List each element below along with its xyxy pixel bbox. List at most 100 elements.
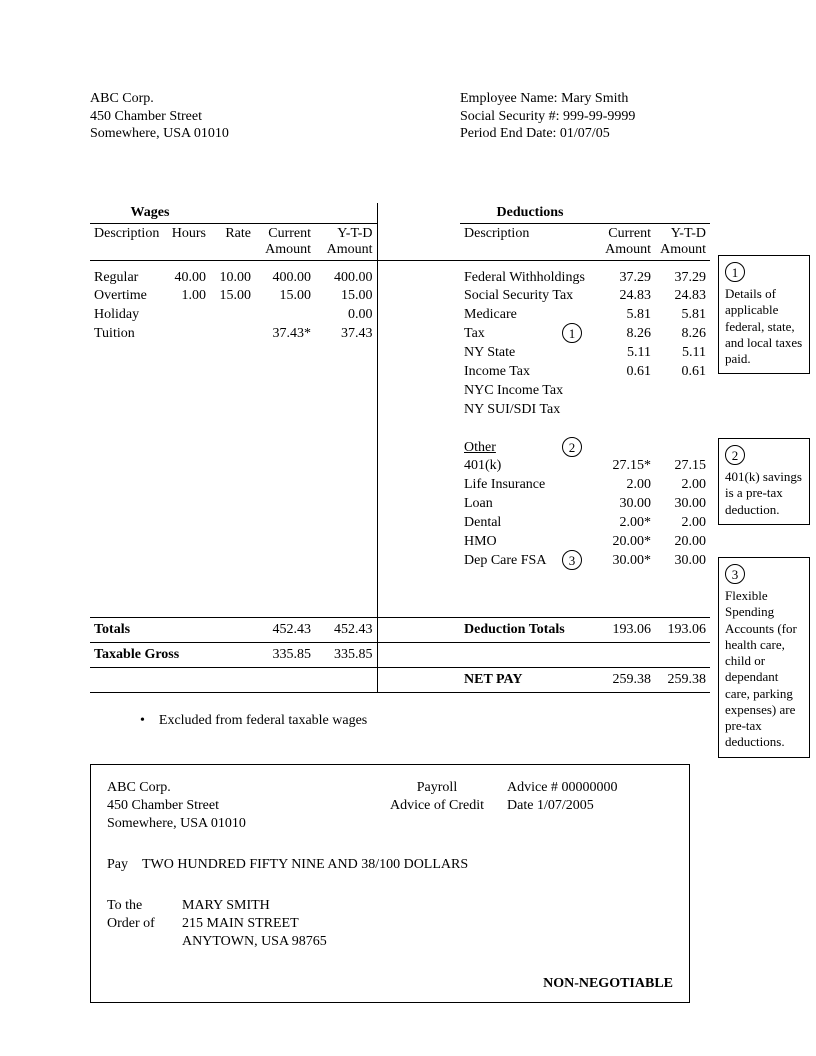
check-payee-city: ANYTOWN, USA 98765: [182, 933, 327, 951]
check-payee-block: To the Order of MARY SMITH 215 MAIN STRE…: [107, 897, 673, 952]
deductions-heading: Deductions: [460, 203, 600, 224]
other-heading: Other: [464, 440, 496, 455]
wages-heading: Wages: [90, 203, 210, 224]
check-company-name: ABC Corp.: [107, 779, 367, 797]
wage-overtime-rate: 15.00: [214, 287, 251, 306]
check-company-street: 450 Chamber Street: [107, 797, 367, 815]
paystub-table: Wages Deductions Description Hours Rate …: [90, 203, 710, 693]
employee-ssn-line: Social Security #: 999-99-9999: [460, 108, 670, 126]
ded-loan-ytd: 30.00: [659, 495, 706, 514]
ded-medicare-cur: 5.81: [604, 306, 651, 325]
col-description-wages: Description: [90, 223, 165, 260]
check-advice-line: Advice # 00000000: [507, 779, 673, 797]
wage-overtime-hours: 1.00: [169, 287, 206, 306]
col-ytd-wages: Y-T-D Amount: [315, 223, 377, 260]
company-city: Somewhere, USA 01010: [90, 125, 460, 143]
ded-fsa-cur: 30.00*: [604, 552, 651, 571]
callout-3-icon: 3: [562, 550, 582, 570]
wage-overtime-cur: 15.00: [259, 287, 311, 306]
check-payee-street: 215 MAIN STREET: [182, 915, 327, 933]
ded-life-ytd: 2.00: [659, 476, 706, 495]
ded-nys-l2: Income Tax: [464, 363, 596, 382]
taxable-gross-label: Taxable Gross: [90, 642, 255, 667]
ded-ss-ytd: 24.83: [659, 287, 706, 306]
net-pay-ytd: 259.38: [655, 667, 710, 692]
ded-medicare-ytd: 5.81: [659, 306, 706, 325]
col-current-ded: Current Amount: [600, 223, 655, 260]
wage-tuition-cur: 37.43*: [259, 325, 311, 344]
callout-2-icon: 2: [562, 437, 582, 457]
totals-ded-cur: 193.06: [600, 617, 655, 642]
ded-fed-cur: 37.29: [604, 269, 651, 288]
check-title: Payroll: [367, 779, 507, 797]
taxable-ytd: 335.85: [315, 642, 377, 667]
ded-loan-cur: 30.00: [604, 495, 651, 514]
wage-regular-ytd: 400.00: [319, 269, 373, 288]
callout-1-icon: 1: [562, 323, 582, 343]
totals-label: Totals: [90, 617, 255, 642]
ded-hmo-label: HMO: [464, 533, 596, 552]
header-block: ABC Corp. 450 Chamber Street Somewhere, …: [90, 90, 670, 143]
wage-regular-label: Regular: [94, 269, 161, 288]
check-date-line: Date 1/07/2005: [507, 797, 673, 815]
ded-medicare-l2: Tax: [464, 326, 485, 341]
ded-sui-cur: 0.61: [604, 363, 651, 382]
wage-holiday-label: Holiday: [94, 306, 161, 325]
check-company-city: Somewhere, USA 01010: [107, 815, 367, 833]
footnote: • Excluded from federal taxable wages: [140, 713, 670, 729]
annotation-3: 3 Flexible Spending Accounts (for health…: [718, 557, 810, 758]
col-description-ded: Description: [460, 223, 600, 260]
col-current-wages: Current Amount: [255, 223, 315, 260]
ded-nyc-ytd: 5.11: [659, 344, 706, 363]
ded-sui-ytd: 0.61: [659, 363, 706, 382]
employee-name-line: Employee Name: Mary Smith: [460, 90, 670, 108]
ded-fsa-ytd: 30.00: [659, 552, 706, 571]
col-rate: Rate: [210, 223, 255, 260]
ded-nyc-cur: 5.11: [604, 344, 651, 363]
ded-dental-ytd: 2.00: [659, 514, 706, 533]
ded-nys-cur: 8.26: [604, 325, 651, 344]
ded-401k-ytd: 27.15: [659, 457, 706, 476]
ded-hmo-ytd: 20.00: [659, 533, 706, 552]
wage-holiday-ytd: 0.00: [319, 306, 373, 325]
wage-overtime-ytd: 15.00: [319, 287, 373, 306]
col-ytd-ded: Y-T-D Amount: [655, 223, 710, 260]
totals-ded-ytd: 193.06: [655, 617, 710, 642]
net-pay-cur: 259.38: [600, 667, 655, 692]
employee-period-line: Period End Date: 01/07/05: [460, 125, 670, 143]
ded-fed-label: Federal Withholdings: [464, 269, 596, 288]
deduction-totals-label: Deduction Totals: [460, 617, 600, 642]
non-negotiable-label: NON-NEGOTIABLE: [107, 976, 673, 992]
ded-loan-label: Loan: [464, 495, 596, 514]
ded-nyc-label: NYC Income Tax: [464, 382, 596, 401]
totals-wages-ytd: 452.43: [315, 617, 377, 642]
wage-overtime-label: Overtime: [94, 287, 161, 306]
company-street: 450 Chamber Street: [90, 108, 460, 126]
ded-dental-cur: 2.00*: [604, 514, 651, 533]
taxable-cur: 335.85: [255, 642, 315, 667]
annotation-2: 2 401(k) savings is a pre-tax deduction.: [718, 438, 810, 525]
check-stub: ABC Corp. 450 Chamber Street Somewhere, …: [90, 764, 690, 1003]
totals-wages-cur: 452.43: [255, 617, 315, 642]
net-pay-label: NET PAY: [460, 667, 600, 692]
ded-401k-cur: 27.15*: [604, 457, 651, 476]
wage-tuition-label: Tuition: [94, 325, 161, 344]
wage-regular-cur: 400.00: [259, 269, 311, 288]
ded-dental-label: Dental: [464, 514, 596, 533]
company-name: ABC Corp.: [90, 90, 460, 108]
check-subtitle: Advice of Credit: [367, 797, 507, 815]
ded-fsa-label: Dep Care FSA: [464, 553, 546, 568]
ded-life-cur: 2.00: [604, 476, 651, 495]
ded-ss-label: Social Security Tax: [464, 287, 596, 306]
ded-401k-label: 401(k): [464, 457, 596, 476]
ded-medicare-l1: Medicare: [464, 306, 596, 325]
annotation-1: 1 Details of applicable federal, state, …: [718, 255, 810, 374]
wage-regular-hours: 40.00: [169, 269, 206, 288]
ded-life-label: Life Insurance: [464, 476, 596, 495]
ded-sui-label: NY SUI/SDI Tax: [464, 401, 596, 420]
wage-tuition-ytd: 37.43: [319, 325, 373, 344]
check-pay-line: Pay TWO HUNDRED FIFTY NINE AND 38/100 DO…: [107, 857, 673, 873]
check-payee-name: MARY SMITH: [182, 897, 327, 915]
ded-fed-ytd: 37.29: [659, 269, 706, 288]
wage-regular-rate: 10.00: [214, 269, 251, 288]
